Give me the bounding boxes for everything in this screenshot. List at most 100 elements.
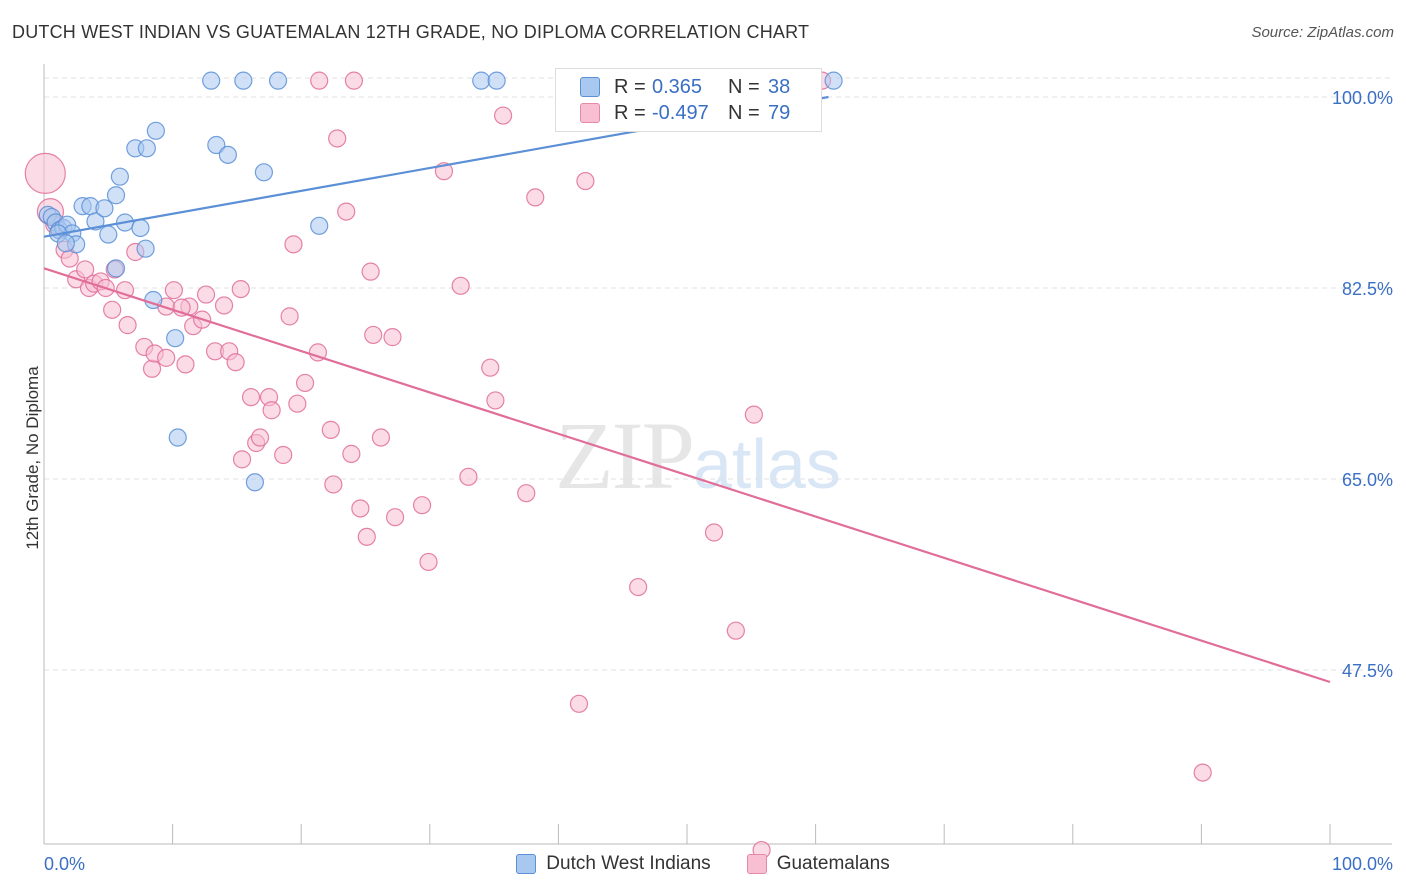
guatemalan-point bbox=[576, 171, 595, 191]
trend-lines bbox=[43, 95, 1331, 684]
y-tick-label: 100.0% bbox=[1332, 88, 1393, 108]
guatemalan-point bbox=[280, 307, 299, 326]
legend-item-dutch-west-indians[interactable]: Dutch West Indians bbox=[516, 853, 711, 875]
legend-swatch-blue bbox=[516, 854, 537, 874]
dutch-west-indian-point bbox=[137, 139, 156, 158]
guatemalan-point bbox=[704, 523, 724, 542]
chart-source: Source: ZipAtlas.com bbox=[1251, 24, 1394, 41]
correlation-legend: R = 0.365 N = 38 R = -0.497 N = 79 bbox=[555, 68, 822, 132]
dutch-west-indian-point bbox=[106, 186, 126, 205]
guatemalan-point bbox=[451, 276, 470, 295]
guatemalan-point bbox=[459, 467, 478, 486]
guatemalan-point bbox=[371, 428, 391, 447]
y-tick-label: 47.5% bbox=[1342, 661, 1393, 681]
guatemalan-point bbox=[629, 577, 648, 597]
guatemalan-point bbox=[481, 358, 500, 377]
guatemalan-point bbox=[486, 391, 505, 410]
guatemalans-trend-line bbox=[43, 267, 1331, 684]
legend-label: Dutch West Indians bbox=[546, 853, 711, 874]
y-tick-label: 65.0% bbox=[1342, 470, 1393, 490]
legend-r-label: R = bbox=[614, 101, 646, 124]
guatemalan-point bbox=[288, 394, 307, 413]
dutch-west-indian-point bbox=[824, 71, 843, 90]
dutch-west-indian-point bbox=[146, 121, 165, 140]
guatemalan-point bbox=[196, 285, 216, 304]
dutch-west-indian-point bbox=[136, 239, 155, 258]
dutch-west-indian-point bbox=[245, 473, 265, 492]
guatemalan-point bbox=[412, 496, 432, 515]
guatemalan-point bbox=[262, 401, 281, 420]
dutch-west-indian-point bbox=[218, 145, 237, 164]
guatemalan-point bbox=[328, 129, 347, 148]
guatemalan-point bbox=[351, 499, 370, 518]
guatemalan-point bbox=[385, 508, 405, 527]
guatemalan-point bbox=[274, 445, 293, 465]
dutch-west-indian-point bbox=[472, 71, 491, 90]
y-tick-label: 82.5% bbox=[1342, 279, 1393, 299]
dutch-west-indian-point bbox=[268, 71, 288, 90]
gridlines bbox=[44, 77, 1392, 671]
legend-item-guatemalans[interactable]: Guatemalans bbox=[746, 853, 890, 875]
guatemalan-point bbox=[24, 152, 66, 194]
dutch-west-indian-point bbox=[168, 428, 187, 447]
guatemalan-point bbox=[744, 405, 763, 424]
legend-swatch-pink bbox=[580, 103, 600, 123]
dutch-west-indians-points bbox=[38, 71, 843, 492]
guatemalan-point bbox=[103, 300, 122, 319]
guatemalan-point bbox=[726, 621, 745, 640]
dutch-west-indian-point bbox=[254, 163, 274, 182]
guatemalan-point bbox=[232, 450, 252, 469]
x-tick-label: 0.0% bbox=[44, 854, 85, 874]
dutch-west-indian-point bbox=[110, 167, 129, 186]
guatemalan-point bbox=[241, 388, 261, 407]
y-axis-label: 12th Grade, No Diploma bbox=[23, 366, 42, 550]
legend-swatch-blue bbox=[580, 77, 600, 97]
x-tick-label: 100.0% bbox=[1332, 854, 1393, 874]
dutch-west-indian-point bbox=[166, 329, 185, 348]
guatemalan-point bbox=[142, 359, 162, 378]
dutch-west-indian-point bbox=[99, 225, 118, 244]
guatemalan-point bbox=[115, 281, 135, 300]
guatemalan-point bbox=[214, 296, 234, 315]
guatemalan-point bbox=[284, 235, 303, 254]
guatemalan-point bbox=[310, 71, 329, 90]
dutch-west-indian-point bbox=[131, 218, 150, 238]
guatemalan-point bbox=[419, 552, 438, 572]
legend-n-label: N = bbox=[728, 101, 760, 124]
guatemalan-point bbox=[176, 355, 195, 374]
guatemalan-point bbox=[517, 484, 536, 503]
guatemalan-point bbox=[342, 444, 361, 463]
legend-row-guatemalans: R = -0.497 N = 79 bbox=[580, 100, 790, 126]
legend-n-label: N = bbox=[728, 75, 760, 98]
guatemalan-point bbox=[361, 262, 380, 281]
dutch-west-indian-point bbox=[207, 135, 226, 155]
guatemalan-point bbox=[76, 260, 95, 279]
guatemalan-point bbox=[526, 188, 545, 207]
guatemalan-point bbox=[324, 475, 343, 494]
guatemalan-point bbox=[383, 328, 402, 347]
guatemalan-point bbox=[164, 281, 183, 300]
guatemalan-point bbox=[295, 373, 315, 393]
guatemalan-point bbox=[357, 527, 376, 546]
guatemalan-point bbox=[364, 325, 383, 345]
guatemalan-point bbox=[337, 202, 356, 221]
dutch-west-indian-point bbox=[106, 259, 126, 278]
dutch-west-indian-point bbox=[310, 216, 329, 235]
guatemalan-point bbox=[157, 348, 176, 367]
series-legend: Dutch West Indians Guatemalans bbox=[0, 850, 1406, 878]
guatemalan-point bbox=[494, 106, 513, 125]
chart-title: DUTCH WEST INDIAN VS GUATEMALAN 12TH GRA… bbox=[12, 22, 810, 42]
watermark: ZIPatlas bbox=[555, 400, 841, 511]
dutch-west-indian-point bbox=[202, 71, 221, 90]
legend-r-value: -0.497 bbox=[652, 101, 709, 124]
dutch-west-indian-point bbox=[95, 199, 114, 218]
legend-r-value: 0.365 bbox=[652, 75, 703, 98]
guatemalan-point bbox=[569, 694, 589, 713]
legend-n-value: 38 bbox=[768, 75, 791, 98]
legend-n-value: 79 bbox=[768, 101, 791, 124]
guatemalan-point bbox=[231, 279, 250, 299]
guatemalan-point bbox=[308, 343, 328, 362]
watermark-atlas: atlas bbox=[693, 425, 841, 503]
tick-labels: 100.0% 82.5% 65.0% 47.5% 0.0% 100.0% bbox=[44, 88, 1393, 874]
